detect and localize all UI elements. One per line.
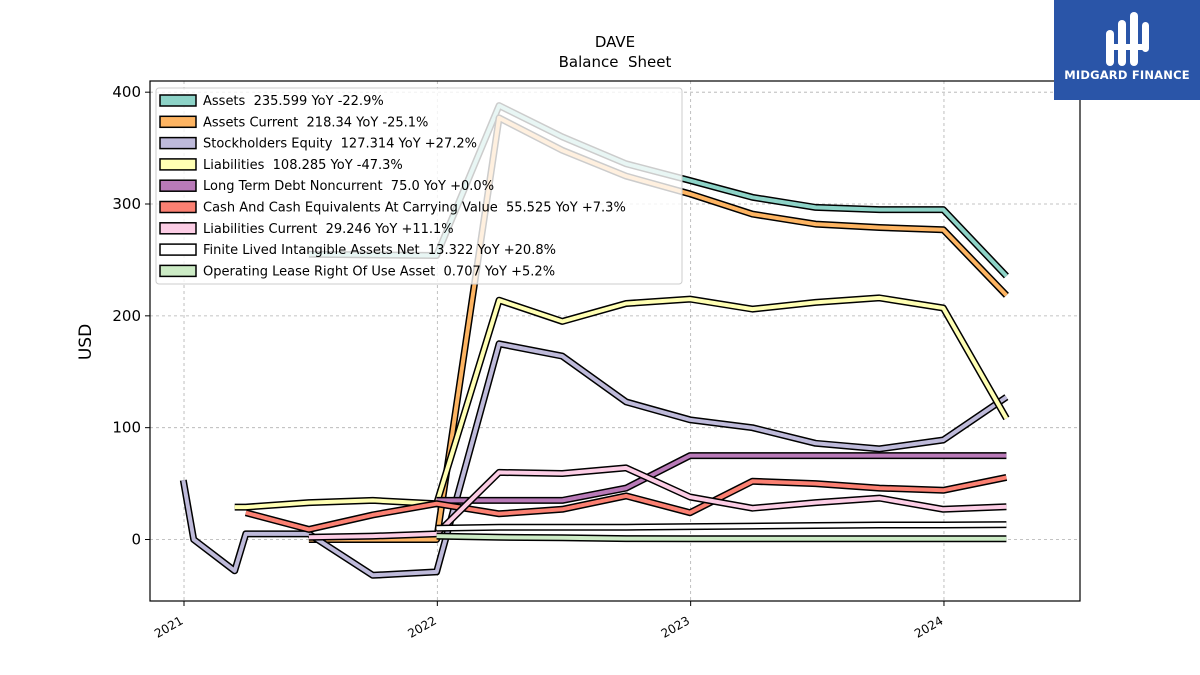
legend-swatch: [159, 222, 197, 235]
series-line-5: [244, 473, 1008, 533]
x-tick-label: 2022: [405, 613, 438, 640]
legend-item-7: Finite Lived Intangible Assets Net 13.32…: [159, 243, 556, 258]
legend-label: Long Term Debt Noncurrent 75.0 YoY +0.0%: [203, 179, 494, 194]
y-tick-label: 400: [112, 83, 141, 101]
legend-label: Operating Lease Right Of Use Asset 0.707…: [203, 264, 555, 279]
legend-label: Liabilities 108.285 YoY -47.3%: [203, 158, 403, 173]
legend-swatch: [159, 94, 197, 107]
x-tick-label: 2023: [659, 613, 692, 640]
legend-box: [155, 87, 683, 285]
legend-label: Liabilities Current 29.246 YoY +11.1%: [203, 222, 454, 237]
x-tick-label: 2024: [912, 613, 945, 640]
midgard-logo-icon: [1106, 12, 1149, 66]
series-stroke: [181, 341, 1008, 578]
legend-item-6: Liabilities Current 29.246 YoY +11.1%: [159, 222, 454, 237]
series-stroke: [308, 465, 1007, 540]
legend-swatch: [159, 243, 197, 256]
chart-title: DAVE: [595, 33, 635, 51]
legend-label: Assets 235.599 YoY -22.9%: [203, 94, 384, 109]
legend-swatch: [159, 158, 197, 171]
legend-swatch: [159, 264, 197, 278]
series-stroke: [234, 295, 1009, 510]
legend-label: Stockholders Equity 127.314 YoY +27.2%: [203, 137, 477, 152]
y-tick-label: 300: [112, 195, 141, 213]
legend-swatch: [159, 179, 197, 192]
plot-frame: [149, 80, 1081, 602]
legend-item-2: Stockholders Equity 127.314 YoY +27.2%: [159, 136, 477, 152]
series-line-3: [234, 294, 1010, 511]
y-tick-label: 200: [112, 307, 141, 325]
legend-swatch: [159, 115, 197, 129]
legend-item-5: Cash And Cash Equivalents At Carrying Va…: [159, 200, 626, 216]
series-stroke: [245, 475, 1007, 532]
midgard-finance-logo: MIDGARD FINANCE: [1054, 0, 1200, 100]
series-stroke: [436, 534, 1007, 541]
logo-text: MIDGARD FINANCE: [1064, 68, 1190, 82]
y-tick-label: 100: [112, 419, 141, 437]
y-tick-label: 0: [131, 530, 141, 548]
legend: Assets 235.599 YoY -22.9% Assets Current …: [155, 87, 683, 285]
legend-label: Finite Lived Intangible Assets Net 13.32…: [203, 243, 556, 258]
legend-item-8: Operating Lease Right Of Use Asset 0.707…: [159, 264, 555, 279]
legend-swatch: [159, 200, 197, 214]
series-line-7: [436, 521, 1007, 532]
legend-label: Assets Current 218.34 YoY -25.1%: [203, 115, 428, 130]
y-axis-label: USD: [76, 324, 96, 360]
series-line-2: [179, 340, 1009, 579]
legend-item-1: Assets Current 218.34 YoY -25.1%: [159, 115, 428, 130]
series-stroke: [436, 522, 1007, 531]
x-tick-label: 2021: [152, 613, 185, 640]
series-layer: [179, 102, 1010, 579]
series-stroke: [436, 453, 1007, 503]
series-line-4: [436, 452, 1007, 504]
chart-subtitle: Balance Sheet: [559, 53, 672, 71]
legend-item-3: Liabilities 108.285 YoY -47.3%: [159, 158, 403, 173]
series-line-6: [308, 464, 1007, 541]
legend-label: Cash And Cash Equivalents At Carrying Va…: [203, 201, 626, 216]
series-outline: [234, 294, 1010, 511]
legend-swatch: [159, 136, 197, 150]
series-line-8: [436, 532, 1007, 543]
legend-item-0: Assets 235.599 YoY -22.9%: [159, 94, 384, 109]
legend-item-4: Long Term Debt Noncurrent 75.0 YoY +0.0%: [159, 179, 494, 194]
